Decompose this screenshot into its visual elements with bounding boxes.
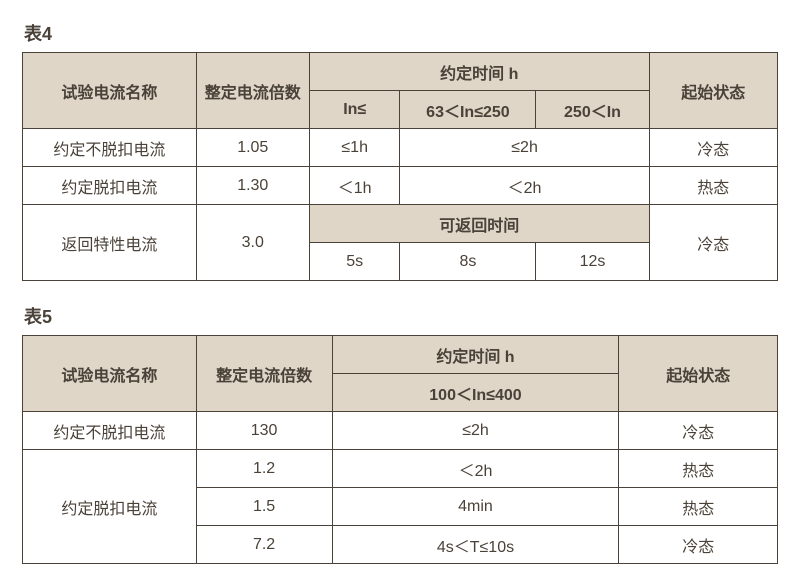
cell-mult: 7.2 — [196, 526, 332, 564]
t5-h-name: 试验电流名称 — [23, 336, 197, 412]
cell-mult: 130 — [196, 412, 332, 450]
cell-mult: 3.0 — [196, 205, 309, 281]
cell-mult: 1.05 — [196, 129, 309, 167]
t4-h-time: 约定时间 h — [309, 53, 649, 91]
cell-state: 热态 — [649, 167, 777, 205]
cell-state: 热态 — [619, 450, 778, 488]
cell-name: 约定不脱扣电流 — [23, 412, 197, 450]
table-row: 约定不脱扣电流 130 ≤2h 冷态 — [23, 412, 778, 450]
cell-state: 冷态 — [649, 129, 777, 167]
cell-mult: 1.30 — [196, 167, 309, 205]
t4-h-name: 试验电流名称 — [23, 53, 197, 129]
cell-state: 热态 — [619, 488, 778, 526]
cell-time: 4min — [332, 488, 619, 526]
cell-time: ≤2h — [332, 412, 619, 450]
cell-name: 返回特性电流 — [23, 205, 197, 281]
t5-h-sub: 100＜In≤400 — [332, 374, 619, 412]
cell-t3: 12s — [536, 243, 649, 281]
cell-state: 冷态 — [619, 526, 778, 564]
cell-t23: ≤2h — [400, 129, 649, 167]
cell-t23: ＜2h — [400, 167, 649, 205]
cell-name: 约定脱扣电流 — [23, 450, 197, 564]
table5: 试验电流名称 整定电流倍数 约定时间 h 起始状态 100＜In≤400 约定不… — [22, 335, 778, 564]
cell-t2: 8s — [400, 243, 536, 281]
table-row: 约定脱扣电流 1.2 ＜2h 热态 — [23, 450, 778, 488]
cell-mult: 1.5 — [196, 488, 332, 526]
table4-caption: 表4 — [24, 20, 778, 46]
cell-time: ＜2h — [332, 450, 619, 488]
cell-t1: 5s — [309, 243, 400, 281]
t4-h-sub1: In≤ — [309, 91, 400, 129]
table-row: 约定脱扣电流 1.30 ＜1h ＜2h 热态 — [23, 167, 778, 205]
cell-state: 冷态 — [619, 412, 778, 450]
cell-name: 约定不脱扣电流 — [23, 129, 197, 167]
t5-h-time: 约定时间 h — [332, 336, 619, 374]
table5-caption: 表5 — [24, 303, 778, 329]
t4-h-mult: 整定电流倍数 — [196, 53, 309, 129]
t4-h-sub2: 63＜In≤250 — [400, 91, 536, 129]
table4: 试验电流名称 整定电流倍数 约定时间 h 起始状态 In≤ 63＜In≤250 … — [22, 52, 778, 281]
table-row: 返回特性电流 3.0 可返回时间 冷态 — [23, 205, 778, 243]
cell-name: 约定脱扣电流 — [23, 167, 197, 205]
t4-h-state: 起始状态 — [649, 53, 777, 129]
t5-h-mult: 整定电流倍数 — [196, 336, 332, 412]
cell-banner: 可返回时间 — [309, 205, 649, 243]
cell-t1: ＜1h — [309, 167, 400, 205]
t4-h-sub3: 250＜In — [536, 91, 649, 129]
cell-mult: 1.2 — [196, 450, 332, 488]
cell-t1: ≤1h — [309, 129, 400, 167]
cell-state: 冷态 — [649, 205, 777, 281]
t5-h-state: 起始状态 — [619, 336, 778, 412]
table-row: 约定不脱扣电流 1.05 ≤1h ≤2h 冷态 — [23, 129, 778, 167]
cell-time: 4s＜T≤10s — [332, 526, 619, 564]
